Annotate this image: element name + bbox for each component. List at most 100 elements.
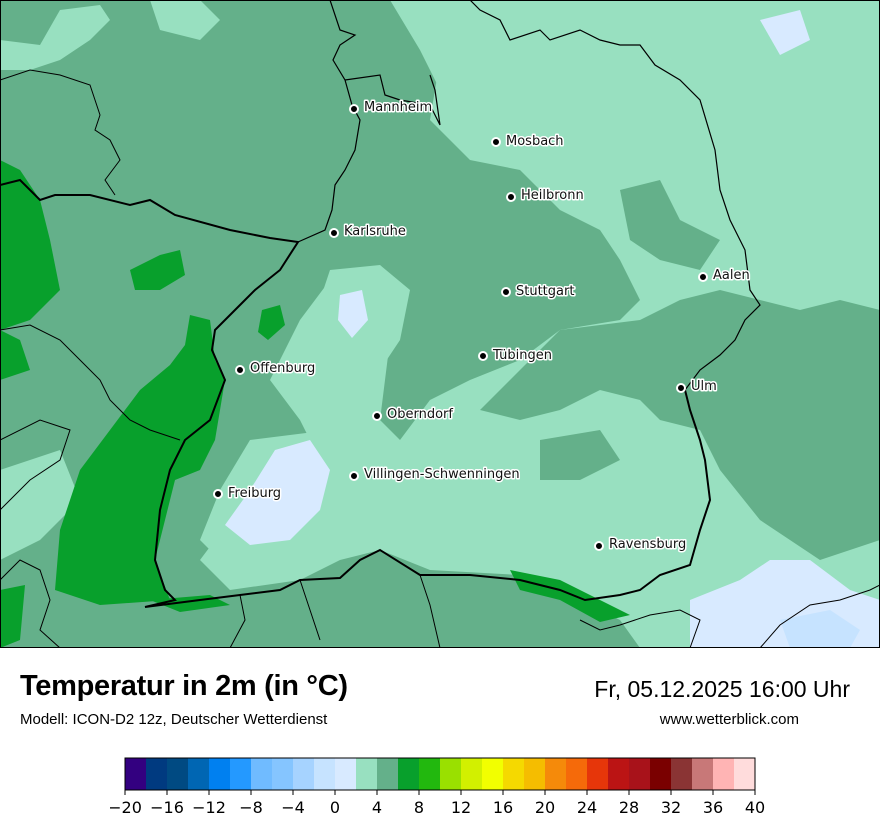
country-border	[0, 324, 181, 441]
legend-swatch	[125, 758, 147, 790]
legend-swatch	[272, 758, 294, 790]
state-border	[469, 0, 761, 391]
temp-zone-2-4	[0, 450, 80, 560]
legend-swatch	[209, 758, 231, 790]
legend-swatch	[461, 758, 483, 790]
legend-swatch	[146, 758, 168, 790]
color-legend: −20 −16 −12 −8 −4 0 4 8 12 16 20 24 28 32 36 40	[110, 757, 765, 817]
legend-swatch	[377, 758, 399, 790]
svg-text:Tübingen: Tübingen	[492, 348, 552, 363]
svg-text:Ulm: Ulm	[691, 379, 717, 394]
country-border	[759, 584, 880, 648]
svg-text:Offenburg: Offenburg	[250, 361, 315, 376]
temp-zone-2-4	[150, 0, 220, 40]
country-border	[0, 559, 61, 648]
legend-tick-label: −12	[192, 798, 226, 817]
state-border	[344, 74, 441, 126]
svg-text:Villingen-Schwenningen: Villingen-Schwenningen	[364, 467, 520, 482]
legend-swatch	[419, 758, 441, 790]
legend-swatch	[440, 758, 462, 790]
temp-zone-6-8	[0, 160, 60, 330]
legend-swatch	[587, 758, 609, 790]
svg-text:Ravensburg: Ravensburg	[609, 537, 686, 552]
city-freiburg[interactable]: Freiburg	[213, 485, 283, 503]
legend-swatch	[566, 758, 588, 790]
legend-swatch	[671, 758, 693, 790]
legend-swatch	[188, 758, 210, 790]
legend-tick-label: 16	[493, 798, 513, 817]
city-mosbach[interactable]: Mosbach	[491, 133, 565, 151]
legend-swatch	[692, 758, 714, 790]
legend-swatch	[251, 758, 273, 790]
temp-zone-6-8	[258, 305, 285, 340]
svg-text:Aalen: Aalen	[713, 268, 750, 283]
svg-text:Freiburg: Freiburg	[228, 486, 281, 501]
legend-swatch	[713, 758, 735, 790]
temp-zone-6-8	[0, 330, 30, 380]
city-stuttgart[interactable]: Stuttgart	[501, 283, 576, 301]
legend-swatch	[230, 758, 252, 790]
legend-tick-label: 0	[330, 798, 340, 817]
state-border	[0, 178, 712, 608]
svg-text:Oberndorf: Oberndorf	[387, 407, 453, 422]
svg-text:Stuttgart: Stuttgart	[516, 284, 574, 299]
legend-swatch	[314, 758, 336, 790]
city-heilbronn[interactable]: Heilbronn	[506, 187, 585, 205]
temp-zone-0-2	[225, 440, 330, 545]
city-oberndorf[interactable]: Oberndorf	[372, 406, 455, 424]
city-markers: Mannheim Mosbach Heilbronn Karlsruhe Aal…	[213, 99, 751, 554]
country-border	[0, 419, 71, 511]
map-title: Temperatur in 2m (in °C)	[20, 670, 348, 702]
legend-frame	[124, 757, 756, 791]
city-aalen[interactable]: Aalen	[698, 267, 751, 285]
legend-swatch	[545, 758, 567, 790]
temperature-map: Mannheim Mosbach Heilbronn Karlsruhe Aal…	[0, 0, 880, 648]
temp-zone-6-8	[55, 315, 225, 605]
legend-tick-label: −16	[150, 798, 184, 817]
legend-swatch	[650, 758, 672, 790]
temp-zone-0-2	[780, 610, 860, 648]
svg-text:Karlsruhe: Karlsruhe	[344, 224, 406, 239]
temp-zone-4-6	[540, 430, 620, 480]
legend-tick-label: −20	[110, 798, 142, 817]
country-border	[0, 69, 121, 196]
temp-zone-2-4	[0, 5, 110, 70]
temp-zone-2-4	[390, 0, 560, 130]
temp-zone-4-6	[480, 290, 880, 560]
legend-tick-label: 20	[535, 798, 555, 817]
svg-text:Mannheim: Mannheim	[364, 100, 432, 115]
legend-tick-label: 40	[745, 798, 765, 817]
legend-swatch	[167, 758, 189, 790]
city-ulm[interactable]: Ulm	[676, 378, 718, 396]
city-karlsruhe[interactable]: Karlsruhe	[329, 223, 407, 241]
legend-swatch	[482, 758, 504, 790]
legend-tick-label: 24	[577, 798, 597, 817]
legend-tick-label: 12	[451, 798, 471, 817]
svg-text:Heilbronn: Heilbronn	[521, 188, 584, 203]
city-tuebingen[interactable]: Tübingen	[478, 347, 554, 365]
legend-swatch	[629, 758, 651, 790]
city-offenburg[interactable]: Offenburg	[235, 360, 317, 378]
temp-zone-4-6	[620, 180, 720, 270]
legend-tick-label: 32	[661, 798, 681, 817]
legend-swatch	[608, 758, 630, 790]
city-ravensburg[interactable]: Ravensburg	[594, 536, 688, 554]
website-link[interactable]: www.wetterblick.com	[659, 711, 799, 728]
legend-tick-label: −4	[281, 798, 305, 817]
city-mannheim[interactable]: Mannheim	[349, 99, 434, 117]
country-border	[579, 609, 701, 648]
country-border	[229, 574, 441, 648]
temp-zone-0-2	[338, 290, 368, 338]
temp-zone-6-8	[0, 585, 25, 648]
city-villingen-schwenningen[interactable]: Villingen-Schwenningen	[349, 466, 521, 484]
legend-tick-label: 36	[703, 798, 723, 817]
borders	[0, 0, 880, 648]
temp-zone-6-8	[510, 570, 630, 622]
legend-tick-label: −8	[239, 798, 263, 817]
temp-zone-0-2	[760, 10, 810, 55]
temp-zone-6-8	[130, 250, 185, 290]
model-info: Modell: ICON-D2 12z, Deutscher Wetterdie…	[20, 711, 328, 728]
forecast-datetime: Fr, 05.12.2025 16:00 Uhr	[594, 676, 850, 702]
legend-tick-label: 8	[414, 798, 424, 817]
legend-tick-label: 28	[619, 798, 639, 817]
